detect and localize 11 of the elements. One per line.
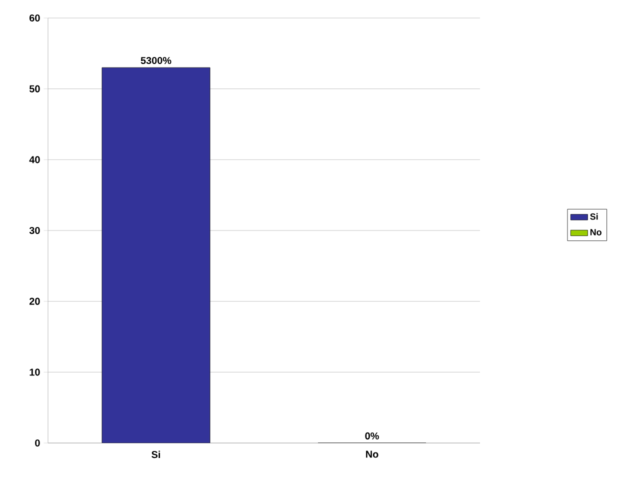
y-tick-label: 60 <box>30 14 40 22</box>
data-label: 0% <box>365 432 379 440</box>
y-tick-label: 40 <box>29 156 40 164</box>
legend-label: Si <box>590 213 598 220</box>
y-tick-label: 20 <box>29 298 40 305</box>
y-tick-label: 10 <box>30 368 40 376</box>
data-label: 5300% <box>140 56 172 64</box>
legend-label: No <box>590 229 602 236</box>
y-tick-label: 0 <box>35 439 40 447</box>
y-tick-label: 30 <box>29 226 40 234</box>
y-tick-label: 50 <box>29 85 40 92</box>
